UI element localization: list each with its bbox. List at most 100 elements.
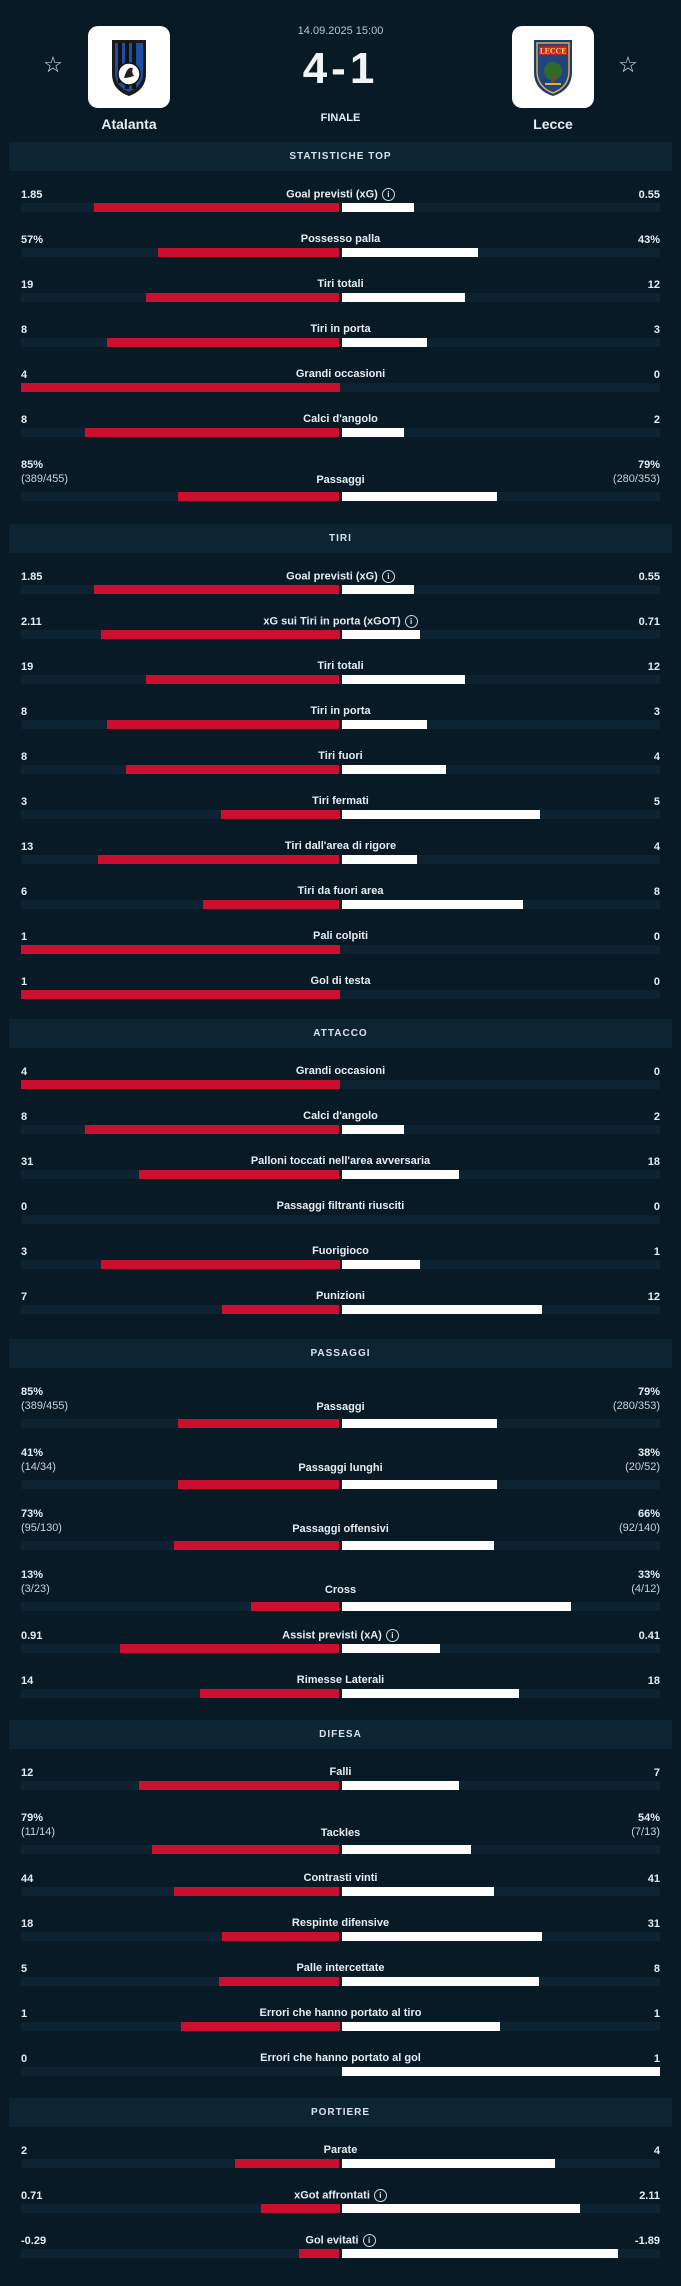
away-value-main: 1	[653, 2008, 660, 2020]
away-value-detail: (4/12)	[631, 1583, 660, 1595]
home-value: 0.71	[21, 2189, 42, 2203]
away-value: 2	[654, 1110, 660, 1124]
stat-label: Goal previsti (xG) i	[0, 188, 681, 201]
home-value: 19	[21, 278, 33, 292]
atalanta-crest-icon[interactable]	[88, 26, 170, 108]
away-bar	[341, 1480, 498, 1489]
stat-label-text: Fuorigioco	[312, 1245, 369, 1257]
star-outline-icon[interactable]: ☆	[43, 52, 63, 77]
section-header: DIFESA	[9, 1720, 672, 1749]
away-value: 38% (20/52)	[625, 1446, 660, 1474]
home-value-detail: (389/455)	[21, 473, 69, 485]
home-bar	[84, 428, 340, 437]
away-value: -1.89	[635, 2234, 660, 2248]
away-bar	[341, 720, 427, 729]
away-value: 5	[654, 795, 660, 809]
away-value-detail: (7/13)	[631, 1826, 660, 1838]
home-bar	[199, 1689, 340, 1698]
home-value-detail: (14/34)	[21, 1461, 56, 1473]
away-value-main: 4	[653, 841, 660, 853]
stat-label: Tiri fuori	[0, 750, 681, 762]
away-value: 0.71	[639, 615, 660, 629]
stat-bar-track	[21, 1305, 660, 1314]
away-value: 79% (280/353)	[613, 458, 660, 486]
away-value: 0.41	[639, 1629, 660, 1643]
stat-label: Grandi occasioni	[0, 1065, 681, 1077]
stat-bar-track	[21, 1170, 660, 1179]
home-team-name[interactable]: Atalanta	[101, 116, 157, 132]
stat-label: Parate	[0, 2144, 681, 2156]
home-value: 8	[21, 1110, 27, 1124]
away-value: 4	[654, 750, 660, 764]
away-value-main: 31	[647, 1918, 660, 1930]
home-value-main: 14	[21, 1675, 34, 1687]
home-value-main: 3	[21, 796, 28, 808]
star-outline-icon[interactable]: ☆	[618, 52, 638, 77]
home-bar	[260, 2204, 340, 2213]
stat-label-text: Passaggi lunghi	[298, 1462, 383, 1474]
stat-bar-track	[21, 1887, 660, 1896]
stat-bar-track	[21, 248, 660, 257]
lecce-crest-icon[interactable]: LECCE	[512, 26, 594, 108]
stat-bar-track	[21, 2022, 660, 2031]
away-bar	[341, 1644, 440, 1653]
info-icon[interactable]: i	[385, 1629, 399, 1642]
stat-label: Errori che hanno portato al tiro	[0, 2007, 681, 2019]
away-value-main: 0	[653, 1201, 660, 1213]
home-bar	[222, 1932, 340, 1941]
info-icon[interactable]: i	[381, 188, 395, 201]
away-bar	[341, 492, 498, 501]
stat-label-text: Parate	[323, 2144, 358, 2156]
home-bar	[100, 630, 340, 639]
away-value-main: 41	[647, 1873, 660, 1885]
home-value: 19	[21, 660, 33, 674]
home-value: 0	[21, 1200, 27, 1214]
away-bar	[341, 1689, 520, 1698]
away-value-main: 12	[647, 279, 660, 291]
home-value: 8	[21, 413, 27, 427]
home-value-main: 73%	[21, 1508, 44, 1520]
stat-bar-track	[21, 1080, 660, 1089]
away-bar	[341, 2067, 660, 2076]
home-value-main: 8	[21, 1111, 28, 1123]
stat-label-text: Goal previsti (xG)	[286, 570, 378, 583]
stat-label: Respinte difensive	[0, 1917, 681, 1929]
away-value-detail: (280/353)	[612, 1400, 660, 1412]
away-bar	[341, 248, 478, 257]
stat-label-text: xG sui Tiri in porta (xGOT)	[263, 615, 401, 628]
home-value-main: 13	[21, 841, 34, 853]
away-team-name[interactable]: Lecce	[533, 116, 573, 132]
stat-bar-track	[21, 900, 660, 909]
info-icon[interactable]: i	[373, 2189, 387, 2202]
info-icon[interactable]: i	[362, 2234, 376, 2247]
stat-label: Tiri da fuori area	[0, 885, 681, 897]
away-value-main: 12	[647, 1291, 660, 1303]
home-value: 85% (389/455)	[21, 458, 68, 486]
stat-bar-track	[21, 1260, 660, 1269]
stat-label-text: Falli	[329, 1766, 352, 1778]
home-bar	[220, 810, 340, 819]
info-icon[interactable]: i	[404, 615, 418, 628]
stat-label-text: Tiri fuori	[318, 750, 363, 762]
home-value-main: 57%	[21, 234, 44, 246]
away-value-main: 79%	[637, 1386, 660, 1398]
stat-label: Goal previsti (xG) i	[0, 570, 681, 583]
away-value: 2	[654, 413, 660, 427]
stat-label-text: Errori che hanno portato al gol	[260, 2052, 421, 2064]
away-value-main: 43%	[637, 234, 660, 246]
away-value-main: -1.89	[634, 2235, 660, 2247]
away-bar	[341, 2159, 555, 2168]
home-value: 44	[21, 1872, 33, 1886]
home-bar	[107, 338, 340, 347]
stat-label-text: Tiri totali	[317, 660, 364, 672]
away-bar	[341, 1781, 459, 1790]
match-datetime: 14.09.2025 15:00	[297, 25, 384, 37]
info-icon[interactable]: i	[381, 570, 395, 583]
stat-label-text: Palle intercettate	[296, 1962, 385, 1974]
away-value: 0	[654, 1200, 660, 1214]
home-value-main: 1.85	[21, 189, 43, 201]
stat-label: Passaggi	[0, 1401, 681, 1413]
stat-label-text: Tiri fermati	[312, 795, 369, 807]
stat-label: Falli	[0, 1766, 681, 1778]
stat-label: Passaggi	[0, 474, 681, 486]
